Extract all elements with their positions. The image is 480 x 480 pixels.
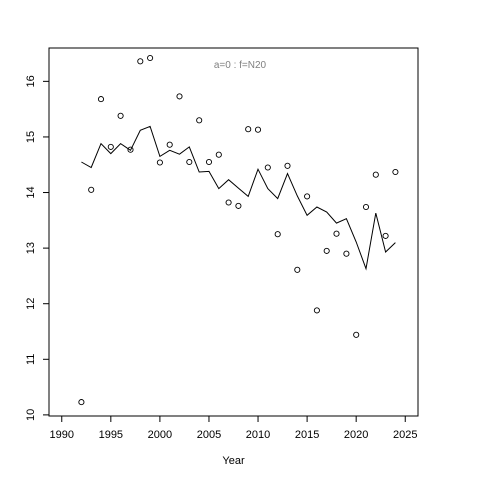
y-tick-label: 13: [25, 242, 37, 254]
y-tick-label: 10: [25, 409, 37, 421]
data-point: [215, 151, 222, 158]
data-point: [88, 186, 95, 193]
data-point: [353, 331, 360, 338]
data-point: [245, 126, 252, 133]
data-point: [107, 143, 114, 150]
x-tick-label: 2000: [148, 429, 172, 441]
data-point: [127, 146, 134, 153]
chart-annotation: a=0 : f=N20: [214, 60, 267, 71]
y-tick-label: 11: [25, 354, 37, 365]
data-point: [274, 231, 281, 238]
y-tick-label: 14: [25, 186, 37, 198]
series-line: [81, 125, 396, 271]
y-axis: 10 11 12 13 14 15 16: [25, 75, 49, 421]
x-tick-label: 1995: [99, 429, 123, 441]
data-point: [166, 141, 173, 148]
x-tick-label: 1990: [50, 429, 74, 441]
data-point: [372, 171, 379, 178]
data-point: [235, 202, 242, 209]
data-point: [362, 203, 370, 211]
data-point: [117, 112, 124, 119]
data-point: [343, 250, 350, 257]
data-point: [176, 93, 183, 100]
x-tick-label: 2010: [246, 429, 270, 441]
data-point: [225, 199, 232, 206]
data-point: [264, 164, 271, 171]
y-tick-label: 12: [25, 298, 37, 310]
data-point: [382, 232, 389, 239]
data-point: [78, 399, 85, 406]
data-point: [137, 58, 144, 65]
data-point: [254, 126, 262, 133]
x-axis: 1990 1995 2000 2005 2010 2015 2020 2025: [50, 416, 417, 441]
data-point: [392, 168, 399, 176]
data-point: [304, 193, 311, 200]
data-point: [313, 307, 320, 314]
data-point: [156, 159, 163, 166]
data-point: [196, 117, 203, 124]
y-tick-label: 16: [25, 75, 37, 87]
data-point: [97, 96, 105, 103]
plot-frame: [48, 47, 419, 417]
data-point: [186, 158, 193, 166]
data-point: [205, 158, 213, 166]
x-tick-label: 2020: [344, 429, 368, 441]
data-point: [323, 247, 330, 254]
data-point: [294, 266, 301, 273]
x-axis-title: Year: [222, 455, 245, 467]
x-tick-label: 2025: [393, 429, 417, 441]
data-point: [147, 54, 154, 62]
plot-area: [78, 54, 399, 406]
y-tick-label: 15: [25, 131, 37, 143]
x-tick-label: 2005: [197, 429, 221, 441]
x-tick-label: 2015: [295, 429, 319, 441]
data-point: [333, 230, 340, 237]
data-point: [284, 162, 291, 169]
